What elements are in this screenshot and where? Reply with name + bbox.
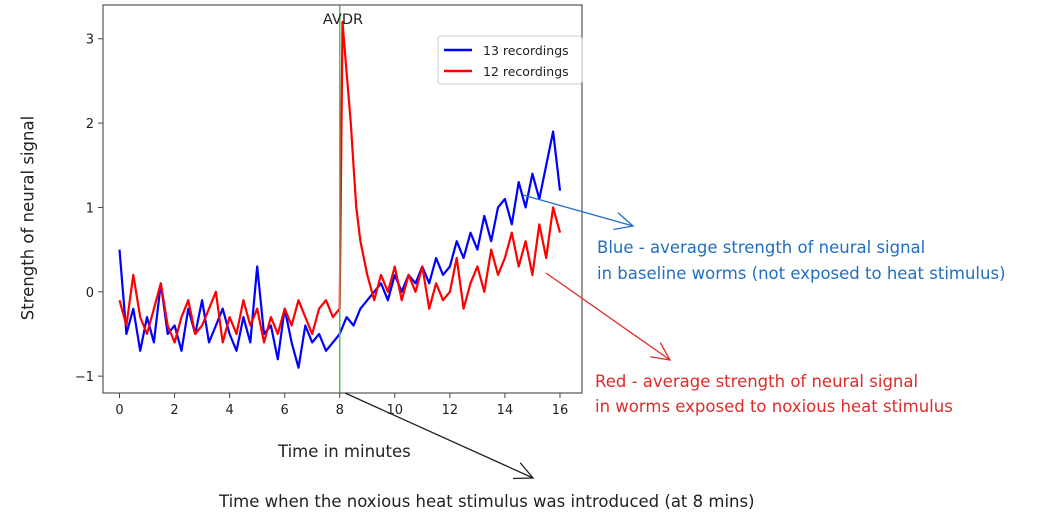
y-axis-label: Strength of neural signal	[18, 115, 38, 321]
axes-frame	[102, 4, 583, 394]
x-tick-label: 4	[225, 403, 233, 418]
red-arrow	[545, 272, 672, 361]
y-tick-label: −1	[75, 370, 94, 385]
y-axis: −1 0 1 2 3	[75, 33, 103, 385]
chart-title: AVDR	[323, 12, 363, 28]
x-tick-label: 0	[115, 403, 123, 418]
legend-label: 13 recordings	[483, 43, 569, 58]
legend: 13 recordings 12 recordings	[437, 35, 583, 85]
annotation-arrows	[344, 194, 672, 480]
y-tick-label: 1	[86, 201, 94, 216]
x-tick-label: 16	[552, 403, 569, 418]
y-tick-label: 0	[86, 286, 94, 301]
blue-annotation-line1: Blue - average strength of neural signal	[597, 238, 926, 257]
x-axis-label: Time in minutes	[278, 442, 411, 461]
y-tick-label: 2	[86, 117, 94, 132]
blue-arrow	[522, 194, 635, 231]
legend-box	[437, 35, 583, 85]
legend-label: 12 recordings	[483, 64, 569, 79]
x-tick-label: 6	[281, 403, 289, 418]
y-tick-label: 3	[86, 33, 94, 48]
x-axis: 0 2 4 6 8 10 12 14 16	[115, 393, 568, 418]
x-tick-label: 2	[170, 403, 178, 418]
x-tick-label: 12	[442, 403, 459, 418]
plot-area	[102, 4, 583, 394]
stimulus-arrow	[344, 392, 535, 480]
blue-annotation-line2: in baseline worms (not exposed to heat s…	[597, 264, 1006, 283]
x-tick-label: 14	[497, 403, 514, 418]
x-tick-label: 8	[336, 403, 344, 418]
red-annotation-line2: in worms exposed to noxious heat stimulu…	[595, 397, 953, 416]
red-annotation-line1: Red - average strength of neural signal	[595, 372, 919, 391]
stimulus-annotation: Time when the noxious heat stimulus was …	[219, 492, 755, 511]
series-line-red	[118, 20, 562, 344]
